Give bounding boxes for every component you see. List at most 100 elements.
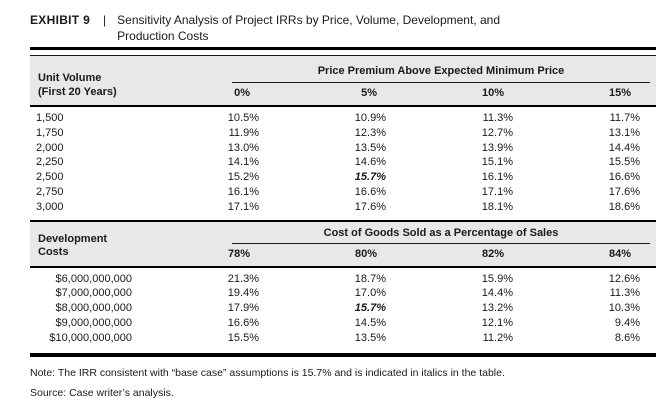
top-rule: [30, 47, 656, 50]
exhibit-container: EXHIBIT 9 | Sensitivity Analysis of Proj…: [30, 12, 656, 400]
row-label: 1,750: [36, 126, 64, 139]
table-row: $9,000,000,000 16.6% 14.5% 12.1% 9.4%: [30, 316, 656, 331]
table2-corner-label-line1: Development: [38, 232, 108, 245]
table2-col-header-3: 84%: [608, 247, 631, 260]
cell: 17.0%: [354, 287, 386, 300]
table1-col-header-1: 5%: [361, 87, 377, 99]
cell: 15.1%: [481, 156, 513, 169]
cell: 18.6%: [608, 200, 640, 213]
cell: 11.7%: [609, 112, 640, 124]
table1-col-header-3: 15%: [608, 87, 631, 99]
table1-col-header-2: 10%: [481, 87, 504, 99]
table2-body: $6,000,000,000 21.3% 18.7% 15.9% 12.6% $…: [30, 268, 656, 351]
row-label: 3,000: [36, 200, 64, 213]
table1-corner-label-line2: (First 20 Years): [38, 85, 117, 98]
table-row: $7,000,000,000 19.4% 17.0% 14.4% 11.3%: [30, 286, 656, 301]
cell: 12.7%: [481, 126, 513, 139]
cell: 16.1%: [481, 171, 513, 184]
cell: 14.5%: [354, 316, 386, 329]
cell: 13.0%: [227, 141, 259, 154]
table2-column-headers: 78% 80% 82% 84%: [30, 244, 656, 266]
cell: 11.3%: [609, 287, 640, 300]
table-row: 2,250 14.1% 14.6% 15.1% 15.5%: [30, 155, 656, 170]
cell: 15.9%: [481, 272, 513, 285]
table-row: $10,000,000,000 15.5% 13.5% 11.2% 8.6%: [30, 331, 656, 346]
cell: 12.6%: [608, 272, 640, 285]
cell: 17.6%: [354, 200, 386, 213]
cell: 16.1%: [227, 185, 259, 198]
table2-col-header-2: 82%: [481, 247, 504, 260]
cell: 14.6%: [354, 156, 386, 169]
cell: 10.9%: [354, 112, 386, 124]
cell: 12.1%: [481, 316, 513, 329]
cell: 11.9%: [228, 126, 259, 139]
table-row: 2,000 13.0% 13.5% 13.9% 14.4%: [30, 141, 656, 156]
table2-spanner-rule: [232, 242, 650, 244]
table1-column-headers: 0% 5% 10% 15%: [30, 83, 656, 105]
cell: 15.5%: [608, 156, 640, 169]
row-label: $9,000,000,000: [55, 316, 132, 329]
title-text-line2: Production Costs: [117, 29, 209, 43]
cell: 13.1%: [608, 126, 640, 139]
table1-corner-label: Unit Volume (First 20 Years): [38, 72, 117, 99]
source-text: Source: Case writer’s analysis.: [30, 386, 174, 399]
table1-col-header-0: 0%: [234, 87, 250, 99]
cell: 19.4%: [227, 287, 259, 300]
row-label: 2,500: [36, 171, 64, 184]
table-row: 1,750 11.9% 12.3% 12.7% 13.1%: [30, 126, 656, 141]
base-case-cell: 15.7%: [354, 302, 386, 315]
table2-spanner-header: Cost of Goods Sold as a Percentage of Sa…: [323, 226, 559, 239]
note-text: Note: The IRR consistent with “base case…: [30, 366, 505, 379]
cell: 13.5%: [354, 331, 386, 344]
cell: 17.9%: [227, 302, 259, 315]
table-row: 2,500 15.2% 15.7% 16.1% 16.6%: [30, 170, 656, 185]
cell: 17.6%: [608, 185, 640, 198]
row-label: 2,250: [36, 156, 64, 169]
bottom-double-rule: [30, 352, 656, 357]
title-separator: |: [103, 13, 107, 27]
table-row: 1,500 10.5% 10.9% 11.3% 11.7%: [30, 111, 656, 126]
cell: 16.6%: [354, 185, 386, 198]
cell: 17.1%: [481, 185, 513, 198]
cell: 11.2%: [482, 331, 513, 344]
cell: 14.1%: [227, 156, 259, 169]
row-label: $8,000,000,000: [55, 302, 132, 315]
base-case-cell: 15.7%: [354, 171, 386, 184]
table2-corner-label: Development Costs: [38, 233, 107, 260]
table-row: $6,000,000,000 21.3% 18.7% 15.9% 12.6%: [30, 272, 656, 287]
cell: 21.3%: [227, 272, 259, 285]
cell: 10.5%: [227, 112, 259, 124]
cell: 14.4%: [481, 287, 513, 300]
title-text-line1: Sensitivity Analysis of Project IRRs by …: [117, 13, 501, 27]
cell: 18.1%: [481, 200, 513, 213]
table-row: 3,000 17.1% 17.6% 18.1% 18.6%: [30, 200, 656, 215]
cell: 15.5%: [227, 331, 259, 344]
cell: 13.9%: [481, 141, 513, 154]
table-row: 2,750 16.1% 16.6% 17.1% 17.6%: [30, 185, 656, 200]
table1-spanner-rule: [232, 82, 650, 83]
exhibit-label: EXHIBIT 9: [30, 13, 91, 27]
row-label: 2,750: [36, 185, 64, 198]
exhibit-title: EXHIBIT 9 | Sensitivity Analysis of Proj…: [30, 12, 656, 44]
row-label: $10,000,000,000: [49, 331, 132, 344]
row-label: $7,000,000,000: [55, 287, 132, 300]
cell: 9.4%: [614, 316, 640, 329]
cell: 13.5%: [354, 141, 386, 154]
cell: 11.3%: [482, 112, 513, 124]
table1-header-band: Unit Volume (First 20 Years) Price Premi…: [30, 55, 656, 107]
row-label: $6,000,000,000: [55, 272, 132, 285]
cell: 8.6%: [614, 331, 640, 344]
table1-spanner-header: Price Premium Above Expected Minimum Pri…: [317, 65, 565, 77]
cell: 17.1%: [227, 200, 259, 213]
cell: 16.6%: [227, 316, 259, 329]
cell: 16.6%: [608, 171, 640, 184]
table-row: $8,000,000,000 17.9% 15.7% 13.2% 10.3%: [30, 301, 656, 316]
cell: 12.3%: [354, 126, 386, 139]
cell: 10.3%: [608, 302, 640, 315]
table2-corner-label-line2: Costs: [38, 246, 69, 259]
table2-col-header-0: 78%: [227, 247, 250, 260]
cell: 15.2%: [227, 171, 259, 184]
table1-corner-label-line1: Unit Volume: [38, 72, 102, 84]
cell: 13.2%: [481, 302, 513, 315]
row-label: 1,500: [36, 112, 64, 124]
